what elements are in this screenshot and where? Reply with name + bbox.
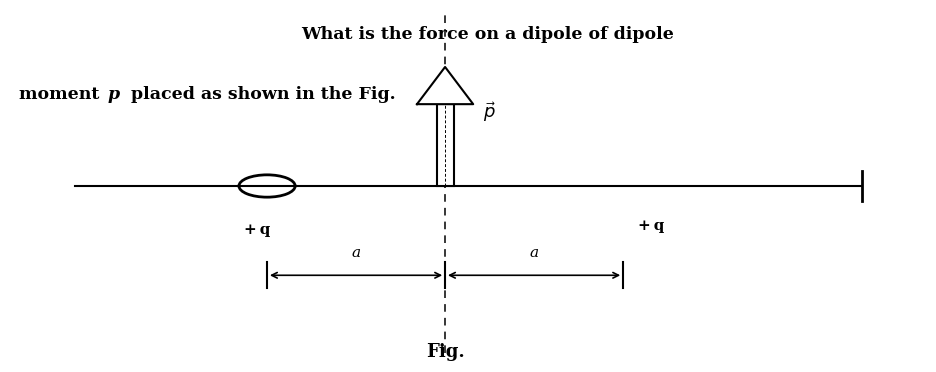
Bar: [436, 104, 453, 186]
Text: p: p: [108, 86, 120, 103]
Text: + q: + q: [244, 223, 271, 237]
Text: placed as shown in the Fig.: placed as shown in the Fig.: [124, 86, 395, 103]
Text: $\vec{p}$: $\vec{p}$: [482, 100, 495, 124]
Text: What is the force on a dipole of dipole: What is the force on a dipole of dipole: [300, 26, 673, 43]
Text: Fig.: Fig.: [425, 343, 464, 361]
Polygon shape: [417, 67, 473, 104]
Text: a: a: [351, 246, 360, 260]
Text: + q: + q: [637, 219, 664, 234]
Bar: [436, 104, 453, 186]
Text: a: a: [529, 246, 538, 260]
Text: moment: moment: [19, 86, 105, 103]
